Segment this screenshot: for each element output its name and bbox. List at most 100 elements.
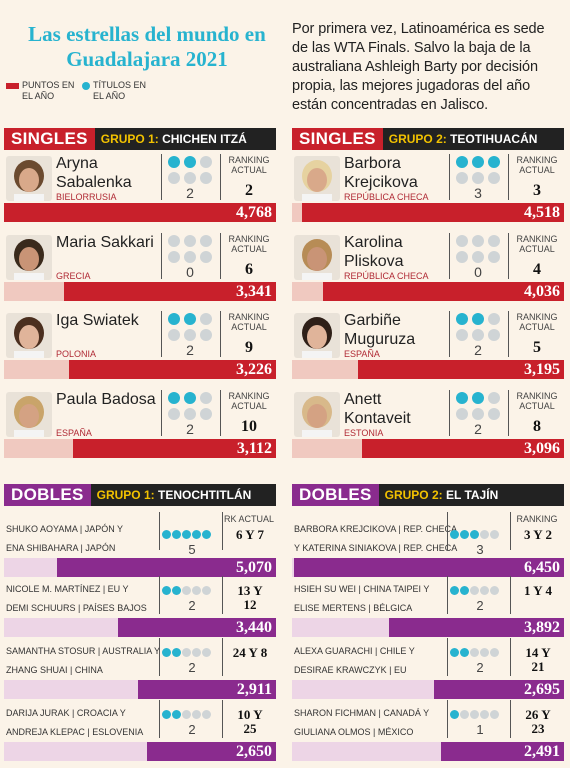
player-country: ESPAÑA	[56, 428, 92, 438]
team-line2: Y KATERINA SINIAKOVA | REP. CHECA	[294, 543, 458, 553]
player-name: Anett Kontaveit	[344, 391, 411, 427]
titles-count: 2	[474, 342, 482, 358]
title-dot	[184, 408, 196, 420]
singles-group1-header: SINGLES GRUPO 1: CHICHEN ITZÁ	[4, 128, 276, 150]
title-dot	[472, 313, 484, 325]
titles-count: 2	[186, 342, 194, 358]
title-dot	[200, 235, 212, 247]
ranking-label: RANKING ACTUAL	[228, 155, 270, 175]
divider	[447, 700, 448, 738]
divider	[508, 311, 509, 357]
team-card: SHUKO AOYAMA | JAPÓN Y ENA SHIBAHARA | JA…	[4, 512, 276, 577]
title-dot	[168, 329, 180, 341]
ranking-value-2: 25	[243, 721, 257, 736]
ranking-value: 24 Y 8	[232, 645, 268, 660]
group-name: CHICHEN ITZÁ	[162, 132, 247, 146]
title-dot	[456, 392, 468, 404]
titles-count: 2	[474, 421, 482, 437]
points-bar: 3,195	[358, 360, 564, 379]
player-name: Iga Swiatek	[56, 312, 139, 329]
title-dot	[184, 235, 196, 247]
divider	[508, 233, 509, 279]
team-line2: DEMI SCHUURS | PAÍSES BAJOS	[6, 603, 147, 613]
divider	[449, 390, 450, 436]
ranking-value-2: 12	[243, 597, 257, 612]
points-bar: 5,070	[57, 558, 276, 577]
player-name: Barbora Krejcikova	[344, 155, 418, 191]
ranking-label: RANKING ACTUAL	[228, 391, 270, 411]
title-dot	[192, 586, 201, 595]
title-dot	[168, 313, 180, 325]
group-name: EL TAJÍN	[446, 488, 499, 502]
title-dot	[490, 648, 499, 657]
title-dot	[200, 313, 212, 325]
team-line2: GIULIANA OLMOS | MÉXICO	[294, 727, 414, 737]
divider	[159, 576, 160, 614]
title-dot	[456, 156, 468, 168]
points-bar: 2,695	[434, 680, 564, 699]
title-dot	[162, 530, 171, 539]
title-dot	[488, 392, 500, 404]
player-card: Anett Kontaveit ESTONIA 2 RANKING ACTUAL 8 3,…	[292, 388, 564, 467]
title-dot	[480, 530, 489, 539]
titles-dots	[162, 582, 212, 600]
singles-label: SINGLES	[4, 128, 95, 150]
group-label: GRUPO 1:	[100, 132, 159, 146]
divider	[220, 311, 221, 357]
title-dot	[456, 313, 468, 325]
title-dot	[200, 408, 212, 420]
title-dot	[450, 710, 459, 719]
player-photo	[6, 392, 52, 437]
title-dot	[472, 392, 484, 404]
titles-dots	[450, 582, 500, 600]
ranking-value: 3 Y 2	[524, 527, 552, 542]
ranking-label: RANKING ACTUAL	[228, 312, 270, 332]
team-line2: ELISE MERTENS | BÉLGICA	[294, 603, 413, 613]
title-dot	[172, 530, 181, 539]
divider	[510, 700, 511, 738]
title-dot	[470, 710, 479, 719]
player-photo	[294, 235, 340, 280]
player-card: Paula Badosa ESPAÑA 2 RANKING ACTUAL 10 3,112	[4, 388, 276, 467]
title-dot	[182, 530, 191, 539]
title-dot	[480, 710, 489, 719]
title-dot	[168, 235, 180, 247]
ranking-value: 6	[245, 261, 253, 278]
singles-label: SINGLES	[292, 128, 383, 150]
title-dot	[460, 530, 469, 539]
ranking-value: 26 Y	[525, 707, 551, 722]
group-label: GRUPO 2:	[384, 488, 443, 502]
team-line1: BARBORA KREJCIKOVA | REP. CHECA	[294, 524, 458, 534]
title-dot	[488, 235, 500, 247]
divider	[508, 154, 509, 200]
divider	[161, 390, 162, 436]
title-dot	[456, 235, 468, 247]
points-bar: 3,112	[73, 439, 276, 458]
divider	[161, 311, 162, 357]
ranking-value: 10 Y	[237, 707, 263, 722]
ranking-label: RK ACTUAL	[223, 514, 274, 524]
title-dot	[200, 329, 212, 341]
ranking-value: 5	[533, 339, 541, 356]
ranking-label: RANKING ACTUAL	[516, 155, 558, 175]
title-dot	[172, 710, 181, 719]
legend-points-label: PUNTOS EN EL AÑO	[22, 80, 75, 101]
title-dot	[184, 392, 196, 404]
points-bar: 4,036	[323, 282, 564, 301]
titles-count: 0	[474, 264, 482, 280]
titles-count: 2	[186, 421, 194, 437]
points-bar: 3,341	[64, 282, 276, 301]
player-name: Aryna Sabalenka	[56, 155, 132, 191]
title-dot	[470, 530, 479, 539]
doubles-label: DOBLES	[292, 484, 379, 506]
divider	[449, 154, 450, 200]
divider	[222, 638, 223, 676]
title-dot	[168, 408, 180, 420]
title-dot	[168, 172, 180, 184]
title-dot	[488, 408, 500, 420]
title-dot	[192, 648, 201, 657]
team-line2: DESIRAE KRAWCZYK | EU	[294, 665, 407, 675]
team-card: SHARON FICHMAN | CANADÁ Y GIULIANA OLMOS …	[292, 700, 564, 763]
title-dot	[182, 710, 191, 719]
ranking-value: 8	[533, 418, 541, 435]
